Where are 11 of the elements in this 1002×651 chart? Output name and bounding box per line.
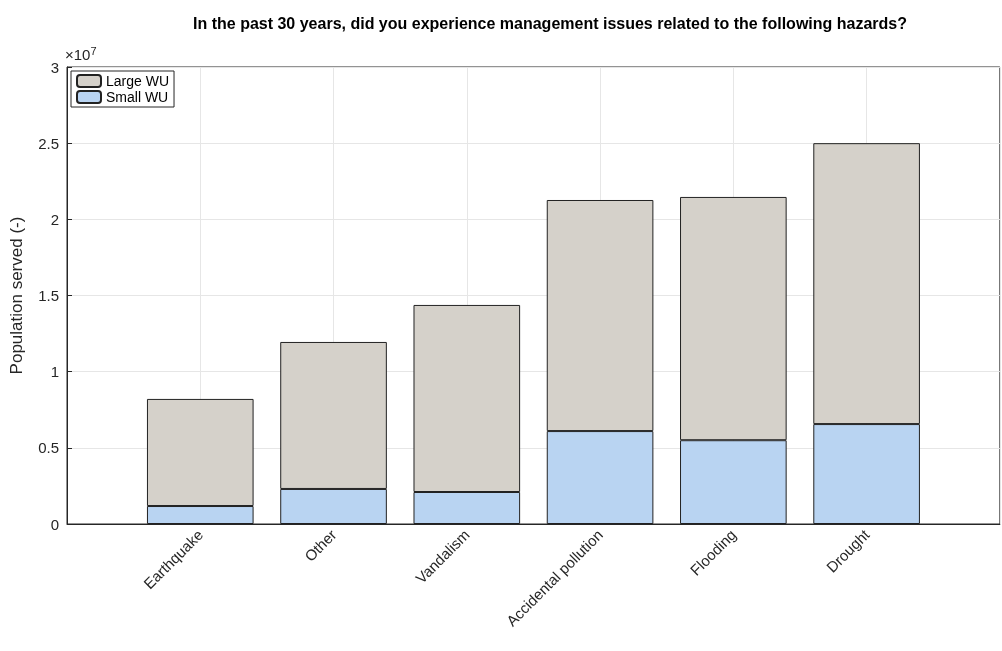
y-tick-label: 2.5 [38,134,59,152]
legend-label: Large WU [106,73,170,89]
y-tick-label: 0 [50,515,59,533]
y-tick-label: 1.5 [38,287,59,304]
chart-title: In the past 30 years, did you experience management issues related to the following hazards? [193,14,907,32]
y-tick-label: 0.5 [38,439,59,457]
y-tick-label: 2 [50,210,59,228]
y-axis-title: Population served (-) [7,216,26,375]
y-tick-label: 1 [50,363,59,381]
legend-label: Small WU [106,89,169,105]
y-tick-label: 3 [50,58,59,76]
